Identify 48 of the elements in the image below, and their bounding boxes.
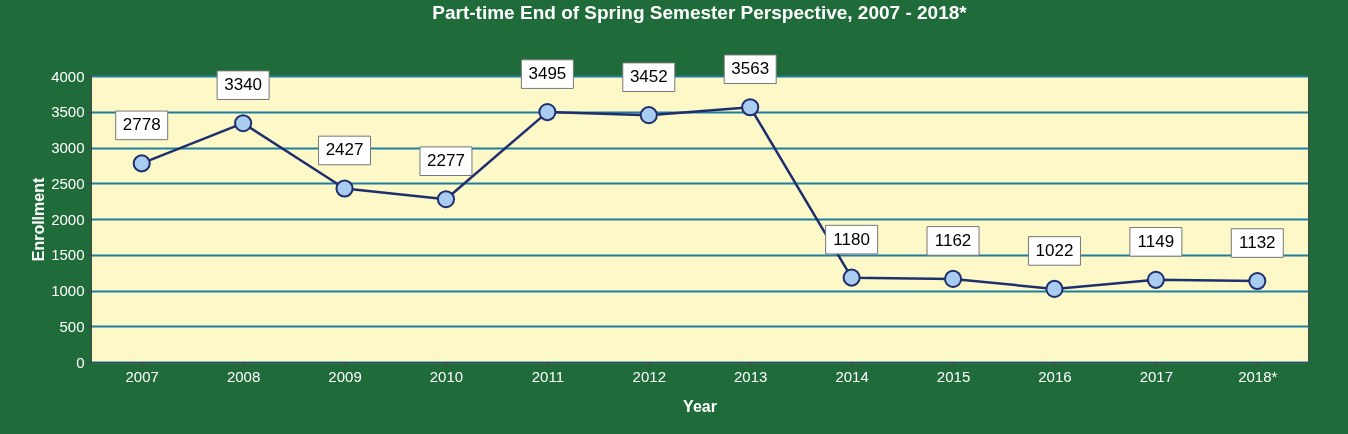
x-tick-label: 2017 bbox=[1139, 367, 1174, 385]
x-tick-label: 2015 bbox=[936, 367, 971, 385]
y-tick-label: 2000 bbox=[51, 210, 85, 228]
point bbox=[1146, 270, 1165, 289]
x-tick-label: 2009 bbox=[328, 367, 362, 385]
data-label: 2427 bbox=[325, 140, 364, 160]
y-tick-label: 3500 bbox=[51, 103, 85, 121]
y-tick-label: 500 bbox=[59, 317, 85, 335]
data-label: 1022 bbox=[1035, 240, 1074, 260]
x-tick-label: 2011 bbox=[531, 367, 565, 385]
data-label: 2277 bbox=[427, 151, 465, 171]
x-tick-label: 2012 bbox=[632, 367, 666, 385]
data-label: 3495 bbox=[528, 64, 567, 84]
data-label: 1180 bbox=[833, 229, 870, 249]
y-tick-label: 3000 bbox=[51, 139, 85, 156]
point bbox=[842, 268, 861, 287]
data-label: 1162 bbox=[934, 230, 972, 250]
point bbox=[741, 98, 760, 117]
data-label: 3340 bbox=[224, 75, 263, 95]
point bbox=[436, 190, 456, 209]
y-tick-label: 0 bbox=[76, 353, 85, 371]
data-label: 1132 bbox=[1239, 233, 1276, 253]
y-tick-label: 1000 bbox=[51, 282, 85, 299]
data-label: 2778 bbox=[122, 115, 161, 135]
point bbox=[234, 114, 253, 133]
point bbox=[1248, 272, 1267, 291]
data-label: 1149 bbox=[1137, 231, 1175, 251]
x-tick-label: 2010 bbox=[429, 367, 464, 385]
point bbox=[538, 103, 557, 122]
x-tick-label: 2007 bbox=[125, 367, 159, 385]
y-tick-label: 1500 bbox=[51, 246, 85, 264]
y-tick-label: 2500 bbox=[51, 174, 85, 192]
data-label: 3563 bbox=[731, 59, 770, 79]
x-tick-label: 2018* bbox=[1238, 367, 1278, 385]
chart-title: Part-time End of Spring Semester Perspective, 2007 - 2018* bbox=[432, 1, 968, 23]
point bbox=[1045, 279, 1064, 298]
x-tick-label: 2008 bbox=[226, 367, 261, 385]
x-tick-label: 2014 bbox=[835, 367, 869, 385]
y-tick-label: 4000 bbox=[51, 67, 85, 85]
x-axis-title: Year bbox=[683, 397, 717, 415]
y-axis-title: Enrollment bbox=[30, 177, 48, 262]
data-label: 3452 bbox=[629, 67, 668, 87]
point bbox=[335, 179, 354, 198]
point bbox=[132, 154, 151, 173]
x-tick-label: 2016 bbox=[1038, 367, 1072, 385]
x-tick-label: 2013 bbox=[734, 367, 768, 385]
point bbox=[943, 269, 963, 288]
point bbox=[639, 106, 658, 125]
